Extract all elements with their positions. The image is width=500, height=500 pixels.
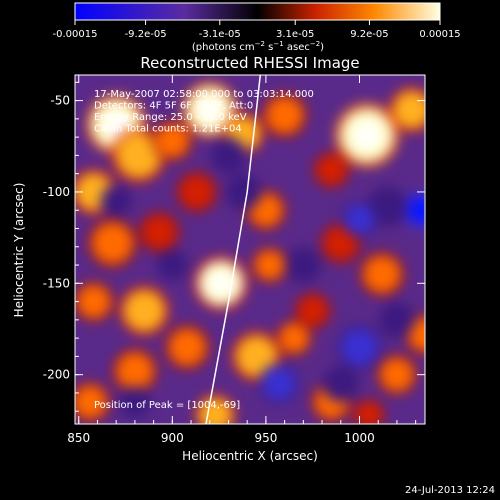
- heatmap-blob: [380, 357, 414, 392]
- annotation-block: 17-May-2007 02:58:00.000 to 03:03:14.000…: [94, 89, 314, 135]
- heatmap-blob: [123, 290, 165, 332]
- colorbar-unit-label: (photons cm−2 s−1 asec−2): [192, 40, 324, 53]
- peak-position-label: Position of Peak = [1004,-69]: [94, 400, 240, 411]
- annotation-line: 17-May-2007 02:58:00.000 to 03:03:14.000: [94, 89, 314, 100]
- colorbar: -0.00015 -9.2e-05 -3.1e-05 3.1e-05 9.2e-05 0.…: [53, 2, 461, 53]
- heatmap-blob: [370, 189, 405, 224]
- heatmap-blob-core: [209, 272, 233, 295]
- plot-area: [75, 75, 425, 424]
- heatmap-blob: [381, 304, 412, 335]
- heatmap-blob: [279, 323, 309, 354]
- y-axis-label: Heliocentric Y (arcsec): [12, 183, 26, 318]
- y-axis-tick-label: -150: [43, 276, 70, 290]
- heatmap-blob-core: [104, 112, 129, 137]
- heatmap-blob: [142, 215, 177, 249]
- heatmap-blob: [76, 284, 111, 319]
- heatmap-blob-core: [413, 202, 425, 218]
- heatmap-blob-core: [198, 98, 221, 121]
- heatmap-layer: [75, 81, 425, 424]
- plot-frame: [74, 74, 426, 425]
- x-axis-tick-label: 1000: [344, 431, 375, 445]
- heatmap-blob: [103, 187, 130, 215]
- heatmap-blob: [121, 388, 148, 416]
- y-axis-tick-label: -50: [50, 94, 70, 108]
- x-axis-tick-label: 850: [67, 431, 90, 445]
- colorbar-tick-label: -3.1e-05: [199, 29, 241, 40]
- heatmap-blob: [254, 250, 285, 281]
- chart-title: Reconstructed RHESSI Image: [140, 54, 359, 72]
- x-axis-label: Heliocentric X (arcsec): [182, 449, 318, 463]
- heatmap-blob: [75, 385, 107, 419]
- colorbar-tick-label: 0.00015: [419, 29, 460, 40]
- heatmap-blob: [340, 328, 379, 366]
- colorbar-tick-label: 3.1e-05: [276, 29, 314, 40]
- heatmap-blob: [316, 155, 347, 185]
- heatmap-blob: [288, 250, 319, 281]
- solar-limb-curve: [205, 75, 262, 424]
- y-axis: -50 -100 -150 -200: [43, 81, 425, 412]
- annotation-line: Detectors: 4F 5F 6F 7F 8F, Att:0: [94, 101, 253, 112]
- date-stamp: 24-Jul-2013 12:24: [405, 485, 495, 496]
- heatmap-blob: [344, 204, 375, 235]
- colorbar-gradient: [74, 2, 441, 21]
- heatmap-blob: [155, 123, 190, 158]
- heatmap-blob: [262, 366, 296, 401]
- heatmap-blob: [213, 140, 244, 171]
- colorbar-tick-label: -9.2e-05: [125, 29, 167, 40]
- heatmap-blob: [265, 96, 304, 134]
- heatmap-blob: [355, 401, 382, 424]
- colorbar-tick-label: 9.2e-05: [350, 29, 388, 40]
- heatmap-blob: [179, 175, 214, 209]
- heatmap-blob: [325, 368, 356, 399]
- heatmap-blob-core: [353, 122, 381, 149]
- x-axis-tick-label: 950: [254, 431, 277, 445]
- colorbar-tick-label: -0.00015: [53, 29, 98, 40]
- x-axis: 850 900 950 1000: [67, 75, 417, 445]
- x-axis-tick-label: 900: [161, 431, 184, 445]
- heatmap-blob: [297, 295, 328, 326]
- annotation-line: Clean Total counts: 1.21E+04: [94, 124, 242, 135]
- colorbar-ticks: -0.00015 -9.2e-05 -3.1e-05 3.1e-05 9.2e-05 0.…: [53, 20, 461, 40]
- annotation-line: Energy Range: 25.0 - 50.0 keV: [94, 112, 247, 123]
- heatmap-blob: [363, 255, 401, 293]
- heatmap-blob: [91, 222, 134, 264]
- heatmap-blob: [168, 328, 207, 366]
- heatmap-blob: [116, 352, 154, 390]
- y-axis-tick-label: -200: [43, 368, 70, 382]
- heatmap-blob: [159, 251, 186, 279]
- y-axis-tick-label: -100: [43, 185, 70, 199]
- heatmap-blob: [116, 132, 162, 178]
- heatmap-blob: [228, 176, 259, 207]
